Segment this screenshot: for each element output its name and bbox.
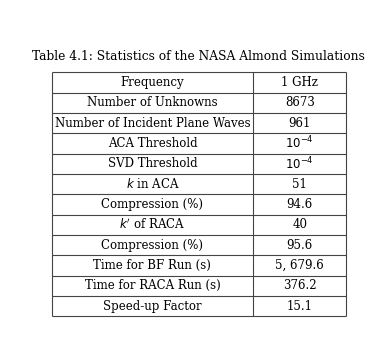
Text: Time for RACA Run (s): Time for RACA Run (s) [85,279,220,292]
Text: Speed-up Factor: Speed-up Factor [103,300,202,312]
Text: Table 4.1: Statistics of the NASA Almond Simulations: Table 4.1: Statistics of the NASA Almond… [33,50,365,63]
Text: Compression (%): Compression (%) [101,198,203,211]
Text: ACA Threshold: ACA Threshold [107,137,197,150]
Text: Compression (%): Compression (%) [101,239,203,252]
Text: $10^{-4}$: $10^{-4}$ [286,135,314,152]
Text: 376.2: 376.2 [283,279,317,292]
Text: Frequency: Frequency [121,76,184,89]
Text: 94.6: 94.6 [287,198,313,211]
Text: $k'$ of RACA: $k'$ of RACA [120,217,185,232]
Text: $k$ in ACA: $k$ in ACA [126,177,179,191]
Text: 40: 40 [292,218,307,231]
Text: Number of Incident Plane Waves: Number of Incident Plane Waves [55,117,250,130]
Text: 95.6: 95.6 [287,239,313,252]
Text: 5, 679.6: 5, 679.6 [275,259,324,272]
Text: 15.1: 15.1 [287,300,313,312]
Text: 1 GHz: 1 GHz [281,76,318,89]
Text: Number of Unknowns: Number of Unknowns [87,96,218,109]
Text: $10^{-4}$: $10^{-4}$ [286,156,314,172]
Text: SVD Threshold: SVD Threshold [107,157,197,170]
Text: 8673: 8673 [285,96,315,109]
Text: 51: 51 [292,177,307,190]
Text: 961: 961 [289,117,311,130]
Text: Time for BF Run (s): Time for BF Run (s) [94,259,211,272]
